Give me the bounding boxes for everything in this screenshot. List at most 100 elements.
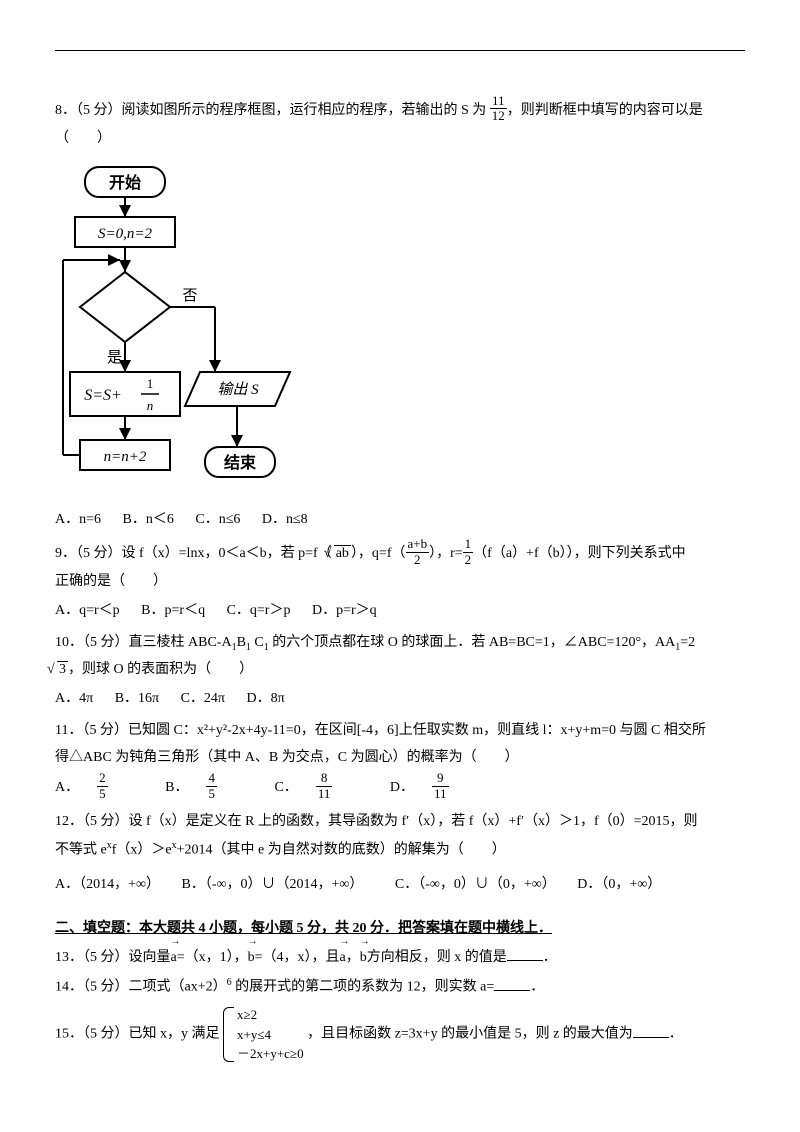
q11-b-lbl: B． bbox=[165, 780, 188, 795]
q9-opt-d: D．p=r＞q bbox=[312, 603, 377, 618]
q11-a-d: 5 bbox=[97, 787, 108, 801]
q10-mid: 的六个顶点都在球 O 的球面上．若 AB=BC=1，∠ABC=120°，AA bbox=[269, 635, 676, 650]
q11-c-lbl: C． bbox=[274, 780, 297, 795]
question-14: 14．（5 分）二项式（ax+2）6 的展开式的第二项的系数为 12，则实数 a… bbox=[55, 975, 745, 999]
q10-opt-b: B．16π bbox=[115, 691, 159, 706]
q9-frac2: 12 bbox=[463, 537, 474, 567]
q14-mid: 的展开式的第二项的系数为 12，则实数 a= bbox=[232, 980, 495, 995]
q8-paren: （ ） bbox=[55, 126, 745, 153]
q11-d-lbl: D． bbox=[390, 780, 414, 795]
q15-system: x≥2 x+y≤4 －2x+y+c≥0 bbox=[223, 1005, 304, 1064]
q11-c-frac: 811 bbox=[316, 771, 351, 801]
q15-end: ． bbox=[669, 1027, 683, 1042]
q11-opt-a: A．25 bbox=[55, 780, 144, 795]
question-12: 12．（5 分）设 f（x）是定义在 R 上的函数，其导函数为 f′（x），若 … bbox=[55, 809, 745, 898]
q8-suffix: ，则判断框中填写的内容可以是 bbox=[507, 103, 703, 118]
q14-pre: 14．（5 分）二项式（ax+2） bbox=[55, 980, 227, 995]
fc-update-den: n bbox=[147, 398, 154, 413]
q15-r2: x+y≤4 bbox=[237, 1025, 304, 1045]
flowchart-svg: 开始 S=0,n=2 否 是 S=S+ 1 n 输出 S bbox=[55, 162, 315, 492]
q8-prefix: 8．（5 分）阅读如图所示的程序框图，运行相应的程序，若输出的 S 为 bbox=[55, 103, 486, 118]
q12-line1: 12．（5 分）设 f（x）是定义在 R 上的函数，其导函数为 f′（x），若 … bbox=[55, 809, 745, 836]
q13-vec-a: a bbox=[171, 947, 177, 969]
q11-d-frac: 911 bbox=[432, 771, 467, 801]
q10-opt-d: D．8π bbox=[247, 691, 285, 706]
fc-init: S=0,n=2 bbox=[98, 226, 152, 242]
q11-options: A．25 B．45 C．811 D．911 bbox=[55, 773, 745, 803]
q8-flowchart: 开始 S=0,n=2 否 是 S=S+ 1 n 输出 S bbox=[55, 162, 745, 503]
q9-f2d: 2 bbox=[463, 553, 474, 567]
page-rule bbox=[55, 50, 745, 51]
q13-end: ． bbox=[543, 950, 557, 965]
q12-l2suf: +2014（其中 e 为自然对数的底数）的解集为（ ） bbox=[177, 842, 506, 857]
q10-options: A．4π B．16π C．24π D．8π bbox=[55, 686, 745, 713]
q13-mid1: =（x，1）， bbox=[177, 950, 248, 965]
q11-d-n: 9 bbox=[432, 771, 449, 786]
q15-blank bbox=[633, 1024, 669, 1038]
question-8: 8．（5 分）阅读如图所示的程序框图，运行相应的程序，若输出的 S 为 11 1… bbox=[55, 96, 745, 533]
q15-pre: 15．（5 分）已知 x，y 满足 bbox=[55, 1027, 220, 1042]
q13-suf: 方向相反，则 x 的值是 bbox=[367, 950, 507, 965]
q11-b-frac: 45 bbox=[206, 771, 235, 801]
q10-suf: =2 bbox=[680, 635, 695, 650]
q10-line1: 10．（5 分）直三棱柱 ABC-A1B1 C1 的六个顶点都在球 O 的球面上… bbox=[55, 630, 745, 657]
q15-r1: x≥2 bbox=[237, 1005, 304, 1025]
q10-sqrt: 3 bbox=[55, 657, 68, 684]
q13-blank bbox=[507, 947, 543, 961]
fc-update-num: 1 bbox=[147, 376, 154, 391]
q9-mid: ），q=f（ bbox=[351, 546, 406, 561]
q9-opt-c: C．q=r＞p bbox=[227, 603, 291, 618]
q9-opt-a: A．q=r＜p bbox=[55, 603, 120, 618]
q15-r3: －2x+y+c≥0 bbox=[237, 1044, 304, 1064]
fc-end: 结束 bbox=[223, 453, 257, 472]
q8-opt-d: D．n≤8 bbox=[262, 512, 308, 527]
q8-opt-b: B．n＜6 bbox=[123, 512, 174, 527]
q8-opt-a: A．n=6 bbox=[55, 512, 101, 527]
q10-opt-c: C．24π bbox=[181, 691, 225, 706]
q9-sqrt: ab bbox=[332, 541, 351, 568]
question-10: 10．（5 分）直三棱柱 ABC-A1B1 C1 的六个顶点都在球 O 的球面上… bbox=[55, 630, 745, 712]
q9-sqrt-rad: ab bbox=[334, 545, 351, 561]
q10-line2wrap: 3，则球 O 的表面积为（ ） bbox=[55, 657, 745, 684]
fc-update: S=S+ bbox=[84, 387, 122, 404]
q10-sqrt-rad: 3 bbox=[57, 661, 68, 677]
section-2-header: 二、填空题：本大题共 4 小题，每小题 5 分，共 20 分．把答案填在题中横线… bbox=[55, 916, 745, 943]
q9-line2: 正确的是（ ） bbox=[55, 569, 745, 596]
q9-f1d: 2 bbox=[406, 553, 430, 567]
q13-comma: ， bbox=[346, 950, 360, 965]
q8-frac-num: 11 bbox=[490, 94, 507, 109]
q13-vec-a2: a bbox=[340, 947, 346, 969]
q13-vec-b2: b bbox=[360, 947, 367, 969]
q8-opt-c: C．n≤6 bbox=[195, 512, 240, 527]
q11-opt-b: B．45 bbox=[165, 780, 253, 795]
q9-options: A．q=r＜p B．p=r＜q C．q=r＞p D．p=r＞q bbox=[55, 598, 745, 625]
q13-pre: 13．（5 分）设向量 bbox=[55, 950, 171, 965]
q11-opt-c: C．811 bbox=[274, 780, 368, 795]
q11-b-d: 5 bbox=[206, 787, 217, 801]
question-15: 15．（5 分）已知 x，y 满足 x≥2 x+y≤4 －2x+y+c≥0 ，且… bbox=[55, 1005, 745, 1064]
q12-opt-a: A．（2014，+∞） bbox=[55, 877, 160, 892]
q11-a-n: 2 bbox=[97, 771, 108, 786]
fc-yes: 是 bbox=[107, 350, 122, 366]
q14-end: ． bbox=[530, 980, 544, 995]
q13-mid2: =（4，x），且 bbox=[255, 950, 340, 965]
q12-opt-b: B．（-∞，0）∪（2014，+∞） bbox=[182, 877, 364, 892]
q11-c-n: 8 bbox=[316, 771, 333, 786]
q10-pre: 10．（5 分）直三棱柱 ABC-A bbox=[55, 635, 232, 650]
q12-l2pre: 不等式 e bbox=[55, 842, 107, 857]
q12-opt-c: C．（-∞，0）∪（0，+∞） bbox=[395, 877, 556, 892]
q9-suffix: （f（a）+f（b）），则下列关系式中 bbox=[473, 546, 685, 561]
q12-line2: 不等式 exf（x）＞ex+2014（其中 e 为自然对数的底数）的解集为（ ） bbox=[55, 836, 745, 864]
fc-start: 开始 bbox=[109, 173, 141, 192]
q11-line2: 得△ABC 为钝角三角形（其中 A、B 为交点，C 为圆心）的概率为（ ） bbox=[55, 745, 745, 772]
q11-line1: 11．（5 分）已知圆 C：x²+y²-2x+4y-11=0，在区间[-4，6]… bbox=[55, 718, 745, 745]
q9-mid2: ），r= bbox=[429, 546, 463, 561]
q15-mid: ，且目标函数 z=3x+y 的最小值是 5，则 z 的最大值为 bbox=[307, 1027, 633, 1042]
fc-incr: n=n+2 bbox=[104, 449, 147, 465]
question-13: 13．（5 分）设向量a=（x，1），b=（4，x），且a，b方向相反，则 x … bbox=[55, 947, 745, 969]
q8-stem: 8．（5 分）阅读如图所示的程序框图，运行相应的程序，若输出的 S 为 11 1… bbox=[55, 96, 745, 126]
q12-l2mid: f（x）＞e bbox=[112, 842, 172, 857]
q11-b-n: 4 bbox=[206, 771, 217, 786]
q12-opt-d: D．（0，+∞） bbox=[577, 877, 661, 892]
q10-opt-a: A．4π bbox=[55, 691, 93, 706]
